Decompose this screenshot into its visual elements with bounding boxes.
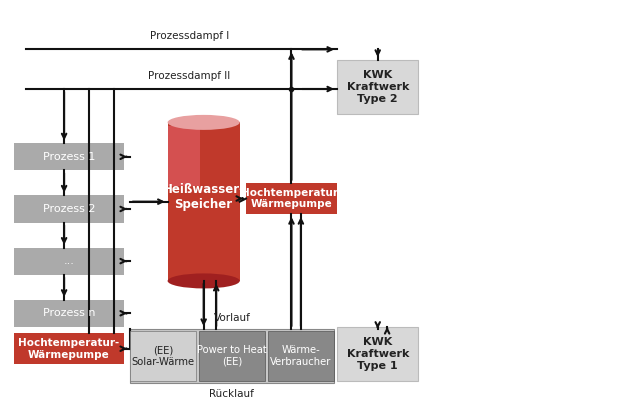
Text: Vorlauf: Vorlauf	[214, 312, 250, 323]
FancyBboxPatch shape	[130, 329, 334, 383]
Text: Prozessdampf II: Prozessdampf II	[149, 71, 231, 81]
Text: Hochtemperatur-
Wärmepumpe: Hochtemperatur- Wärmepumpe	[18, 338, 120, 360]
FancyBboxPatch shape	[246, 183, 337, 214]
Text: Heißwasser-
Speicher: Heißwasser- Speicher	[163, 184, 244, 212]
Text: Prozess n: Prozess n	[43, 308, 95, 318]
FancyBboxPatch shape	[14, 333, 123, 365]
Text: KWK
Kraftwerk
Type 1: KWK Kraftwerk Type 1	[346, 337, 409, 370]
FancyBboxPatch shape	[130, 331, 196, 381]
FancyBboxPatch shape	[337, 327, 418, 381]
FancyBboxPatch shape	[337, 60, 418, 114]
Text: Prozess 1: Prozess 1	[43, 152, 95, 162]
FancyBboxPatch shape	[14, 247, 123, 275]
FancyBboxPatch shape	[168, 122, 240, 281]
FancyBboxPatch shape	[168, 126, 200, 186]
FancyBboxPatch shape	[14, 195, 123, 223]
Text: Prozess 2: Prozess 2	[43, 204, 95, 214]
Ellipse shape	[168, 115, 240, 130]
Text: Power to Heat
(EE): Power to Heat (EE)	[197, 345, 266, 367]
FancyBboxPatch shape	[268, 331, 334, 381]
Text: Rücklauf: Rücklauf	[209, 389, 255, 399]
Text: Wärme-
Verbraucher: Wärme- Verbraucher	[270, 345, 331, 367]
FancyBboxPatch shape	[14, 143, 123, 171]
Text: KWK
Kraftwerk
Type 2: KWK Kraftwerk Type 2	[346, 70, 409, 103]
FancyBboxPatch shape	[199, 331, 265, 381]
Text: ...: ...	[64, 256, 74, 266]
Ellipse shape	[168, 273, 240, 289]
Text: Prozessdampf I: Prozessdampf I	[150, 31, 229, 41]
FancyBboxPatch shape	[14, 300, 123, 327]
Text: Hochtemperatur-
Wärmepumpe: Hochtemperatur- Wärmepumpe	[241, 188, 342, 209]
Text: (EE)
Solar-Wärme: (EE) Solar-Wärme	[131, 345, 195, 367]
